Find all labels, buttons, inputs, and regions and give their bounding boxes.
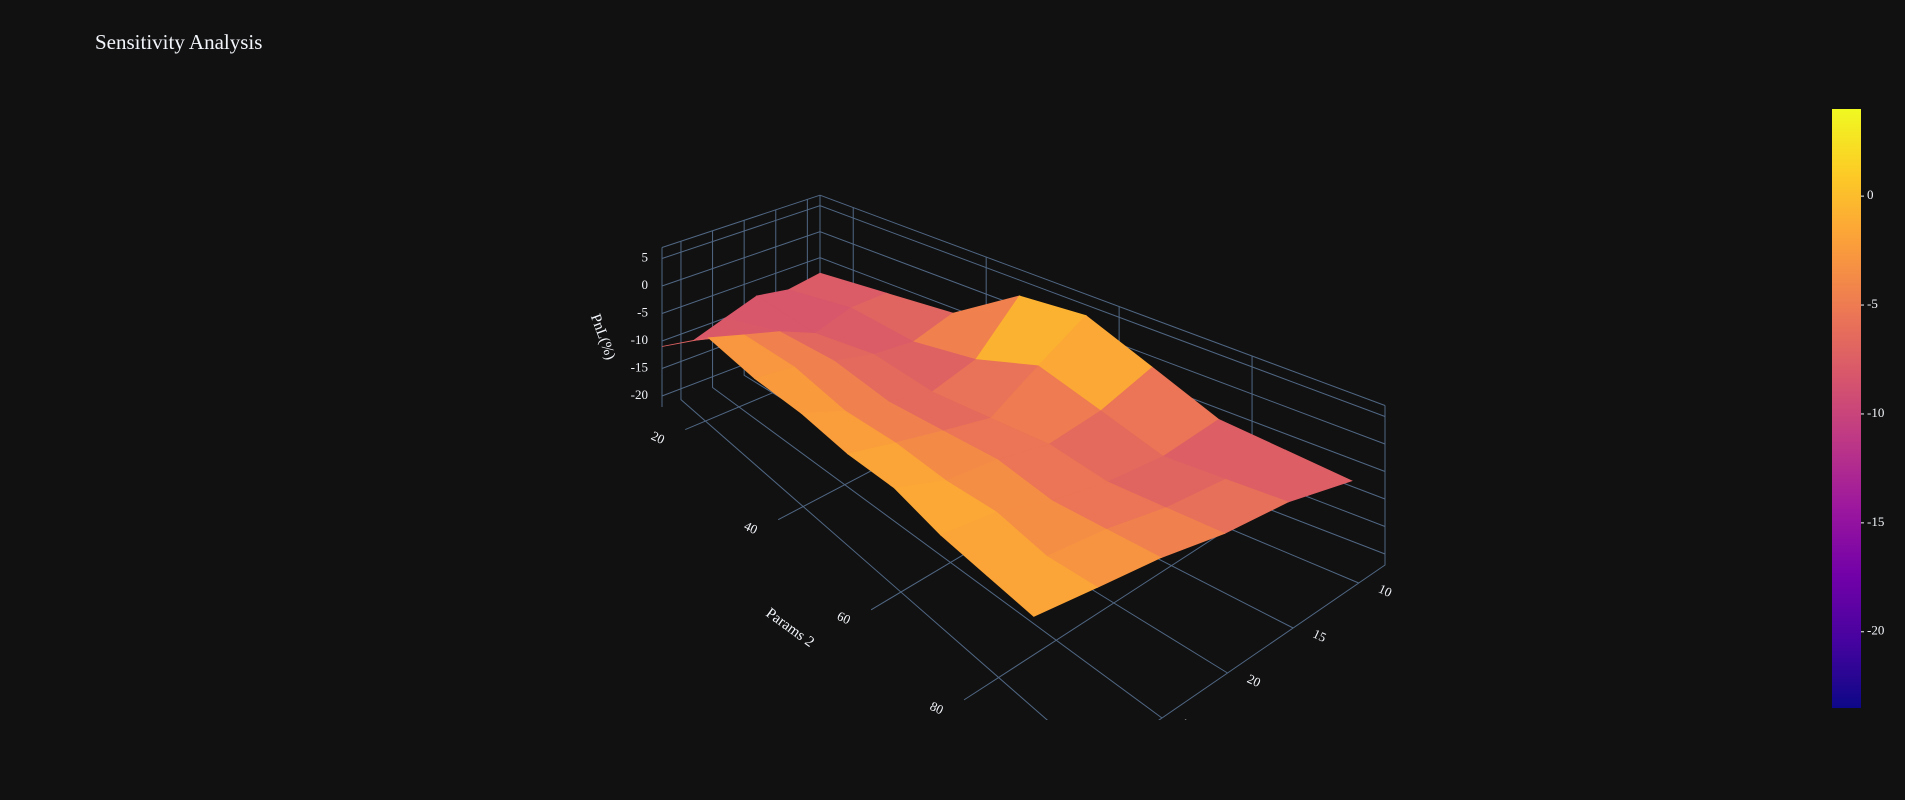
y-tick-label: 60 xyxy=(835,608,853,627)
z-axis-title: PnL(%) xyxy=(587,312,618,362)
chart-title: Sensitivity Analysis xyxy=(95,30,262,54)
x-tick-label: 30 xyxy=(1114,761,1132,780)
box-edge xyxy=(661,194,821,248)
x-tick-label: 15 xyxy=(1311,626,1329,645)
y-tick-label: 20 xyxy=(649,428,667,447)
scene: 5 0 -5 -10 -15 -20 20 40 60 80 100 10 15 20 25 30 PnL(%)… xyxy=(587,194,1394,800)
z-tick-label: 0 xyxy=(642,277,649,292)
box-edge xyxy=(819,194,1386,406)
surface-patch xyxy=(986,555,1099,617)
z-tick-label: -20 xyxy=(631,387,648,402)
grid-line xyxy=(712,230,1163,719)
y-axis-title: Params 2 xyxy=(763,605,817,651)
colorbar-tick-label: -10 xyxy=(1867,405,1884,420)
y-tick-label: 80 xyxy=(928,698,946,717)
colorbar-tick-label: -20 xyxy=(1867,623,1884,638)
colorbar-tick-label: 0 xyxy=(1867,187,1874,202)
x-tick-label: 20 xyxy=(1245,671,1263,690)
x-tick-label: 25 xyxy=(1179,716,1197,735)
y-tick-label: 40 xyxy=(742,518,760,537)
z-tick-label: -15 xyxy=(631,359,648,374)
y-tick-label: 100 xyxy=(1015,786,1039,800)
z-tick-label: -10 xyxy=(631,332,648,347)
x-tick-label: 10 xyxy=(1376,581,1394,600)
z-tick-label: -5 xyxy=(637,304,648,319)
colorbar-tick-label: -5 xyxy=(1867,296,1878,311)
grid-line xyxy=(680,241,1048,720)
colorbar xyxy=(1832,109,1861,708)
colorbar-tick-label: -15 xyxy=(1867,514,1884,529)
z-tick-label: 5 xyxy=(642,249,649,264)
